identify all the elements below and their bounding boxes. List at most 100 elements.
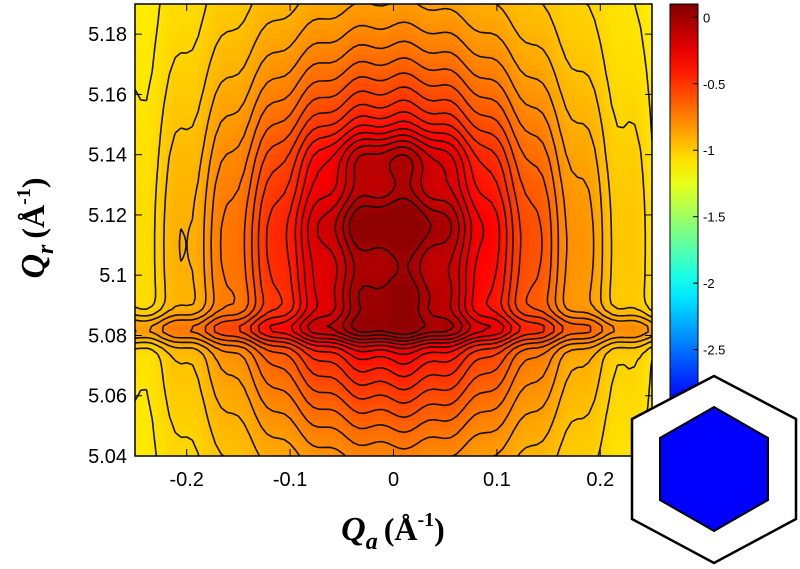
heatmap-cell [197, 204, 203, 211]
heatmap-cell [259, 129, 265, 136]
heatmap-cell [321, 250, 327, 256]
heatmap-cell [176, 385, 183, 392]
heatmap-cell [140, 69, 146, 75]
heatmap-cell [274, 330, 281, 337]
heatmap-cell [331, 9, 338, 15]
heatmap-cell [377, 24, 384, 30]
heatmap-cell [166, 305, 172, 311]
heatmap-cell [290, 69, 296, 75]
heatmap-cell [135, 265, 141, 271]
heatmap-cell [155, 109, 162, 116]
heatmap-cell [259, 250, 265, 256]
heatmap-cell [284, 375, 291, 382]
heatmap-cell [398, 179, 405, 186]
heatmap-cell [197, 224, 203, 231]
heatmap-cell [160, 9, 167, 15]
heatmap-cell [259, 64, 265, 70]
heatmap-cell [176, 255, 183, 261]
heatmap-cell [326, 59, 333, 65]
heatmap-cell [217, 139, 224, 146]
heatmap-cell [290, 365, 296, 372]
heatmap-cell [269, 134, 276, 141]
heatmap-cell [191, 380, 198, 387]
heatmap-cell [171, 164, 177, 171]
heatmap-cell [274, 400, 281, 407]
heatmap-cell [238, 410, 245, 417]
heatmap-cell [145, 240, 152, 246]
heatmap-cell [414, 99, 420, 106]
heatmap-cell [388, 255, 395, 261]
heatmap-cell [352, 435, 358, 442]
heatmap-cell [398, 295, 405, 301]
heatmap-cell [155, 39, 162, 45]
heatmap-cell [222, 380, 229, 387]
heatmap-cell [155, 385, 162, 392]
heatmap-cell [269, 94, 276, 101]
heatmap-cell [135, 360, 141, 367]
heatmap-cell [357, 295, 364, 301]
heatmap-cell [367, 385, 374, 392]
heatmap-cell [197, 275, 203, 281]
heatmap-cell [181, 4, 188, 10]
heatmap-cell [284, 124, 291, 131]
heatmap-cell [388, 360, 395, 367]
heatmap-cell [222, 365, 229, 372]
heatmap-cell [150, 255, 157, 261]
heatmap-cell [372, 199, 379, 206]
heatmap-cell [217, 29, 224, 35]
heatmap-cell [155, 350, 162, 357]
heatmap-cell [135, 74, 141, 80]
heatmap-cell [331, 395, 338, 402]
heatmap-cell [352, 204, 358, 211]
heatmap-cell [145, 380, 152, 387]
heatmap-cell [233, 420, 239, 427]
heatmap-cell [253, 139, 260, 146]
heatmap-cell [145, 209, 152, 216]
heatmap-cell [367, 230, 374, 236]
heatmap-cell [197, 129, 203, 136]
heatmap-cell [357, 385, 364, 392]
heatmap-cell [253, 9, 260, 15]
heatmap-cell [238, 134, 245, 141]
heatmap-cell [352, 270, 358, 276]
heatmap-cell [155, 280, 162, 286]
heatmap-cell [171, 445, 177, 452]
heatmap-cell [352, 320, 358, 327]
heatmap-cell [243, 214, 250, 221]
heatmap-cell [279, 84, 286, 90]
heatmap-cell [377, 184, 384, 191]
heatmap-cell [160, 144, 167, 151]
heatmap-cell [197, 79, 203, 85]
heatmap-cell [341, 54, 348, 60]
heatmap-cell [155, 330, 162, 337]
heatmap-cell [171, 29, 177, 35]
heatmap-cell [310, 340, 317, 347]
heatmap-cell [222, 54, 229, 60]
heatmap-cell [300, 425, 307, 432]
heatmap-cell [217, 174, 224, 181]
heatmap-cell [217, 285, 224, 291]
heatmap-cell [295, 445, 302, 452]
heatmap-cell [150, 179, 157, 186]
heatmap-cell [140, 400, 146, 407]
heatmap-cell [269, 230, 276, 236]
heatmap-cell [135, 139, 141, 146]
heatmap-cell [409, 224, 415, 231]
heatmap-cell [228, 355, 234, 362]
heatmap-cell [295, 230, 302, 236]
heatmap-cell [212, 129, 219, 136]
heatmap-cell [290, 440, 296, 447]
heatmap-cell [377, 29, 384, 35]
heatmap-cell [155, 169, 162, 176]
heatmap-cell [212, 209, 219, 216]
heatmap-cell [166, 39, 172, 45]
heatmap-cell [160, 320, 167, 327]
heatmap-cell [176, 189, 183, 196]
heatmap-cell [290, 154, 296, 161]
heatmap-cell [414, 54, 420, 60]
heatmap-cell [398, 410, 405, 417]
heatmap-cell [341, 285, 348, 291]
heatmap-cell [181, 149, 188, 156]
heatmap-cell [352, 64, 358, 70]
